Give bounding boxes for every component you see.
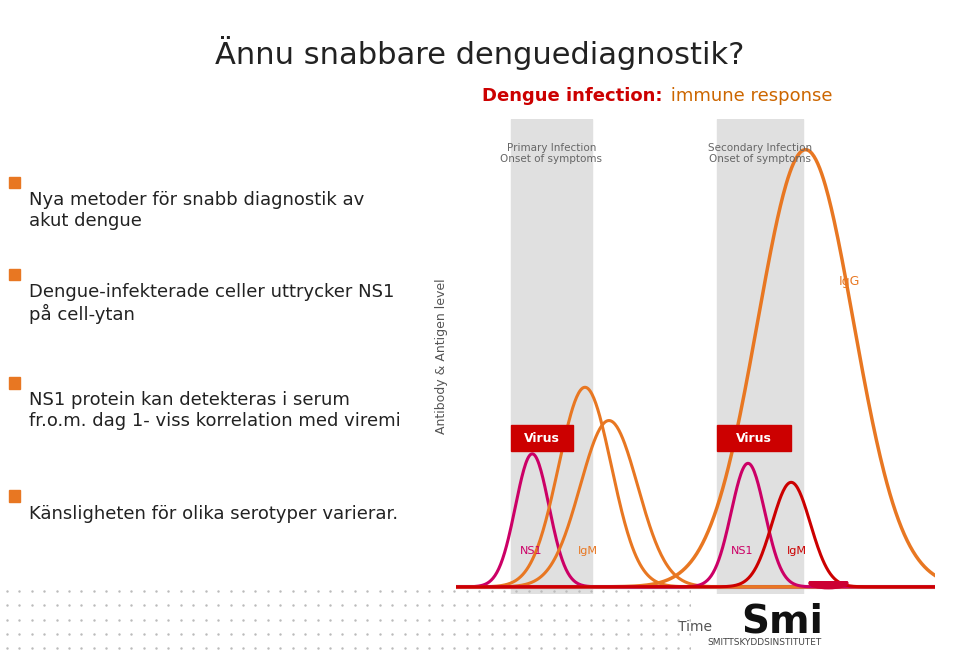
Circle shape bbox=[809, 578, 848, 589]
Bar bbox=[510, 119, 592, 594]
Text: immune response: immune response bbox=[665, 86, 832, 105]
Text: Virus: Virus bbox=[524, 432, 560, 445]
Text: Primary Infection
Onset of symptoms: Primary Infection Onset of symptoms bbox=[501, 143, 602, 164]
Text: Virus: Virus bbox=[736, 432, 772, 445]
Text: Dengue-infekterade celler uttrycker NS1
på cell-ytan: Dengue-infekterade celler uttrycker NS1 … bbox=[30, 283, 395, 325]
Bar bbox=[716, 425, 791, 451]
Text: Känsligheten för olika serotyper varierar.: Känsligheten för olika serotyper variera… bbox=[30, 505, 398, 523]
Text: IgG: IgG bbox=[839, 275, 860, 288]
Text: Antibody & Antigen level: Antibody & Antigen level bbox=[434, 279, 448, 434]
Text: Time: Time bbox=[678, 620, 713, 634]
Text: IgM: IgM bbox=[577, 546, 597, 556]
Bar bbox=[9, 490, 20, 502]
Text: Dengue infection:: Dengue infection: bbox=[481, 86, 663, 105]
Bar bbox=[9, 176, 20, 189]
Text: Ännu snabbare denguediagnostik?: Ännu snabbare denguediagnostik? bbox=[215, 36, 744, 71]
Text: IgM: IgM bbox=[786, 546, 807, 556]
Text: NS1: NS1 bbox=[731, 546, 754, 556]
Text: SMITTSKYDDSINSTITUTET: SMITTSKYDDSINSTITUTET bbox=[708, 638, 822, 647]
Bar bbox=[9, 377, 20, 389]
Bar bbox=[716, 119, 803, 594]
Text: NS1: NS1 bbox=[520, 546, 543, 556]
Bar bbox=[510, 425, 573, 451]
Text: Smi: Smi bbox=[740, 603, 823, 641]
Text: Secondary Infection
Onset of symptoms: Secondary Infection Onset of symptoms bbox=[708, 143, 812, 164]
Text: Nya metoder för snabb diagnostik av
akut dengue: Nya metoder för snabb diagnostik av akut… bbox=[30, 191, 364, 230]
Bar bbox=[9, 269, 20, 280]
Text: NS1 protein kan detekteras i serum
fr.o.m. dag 1- viss korrelation med viremi: NS1 protein kan detekteras i serum fr.o.… bbox=[30, 391, 401, 430]
